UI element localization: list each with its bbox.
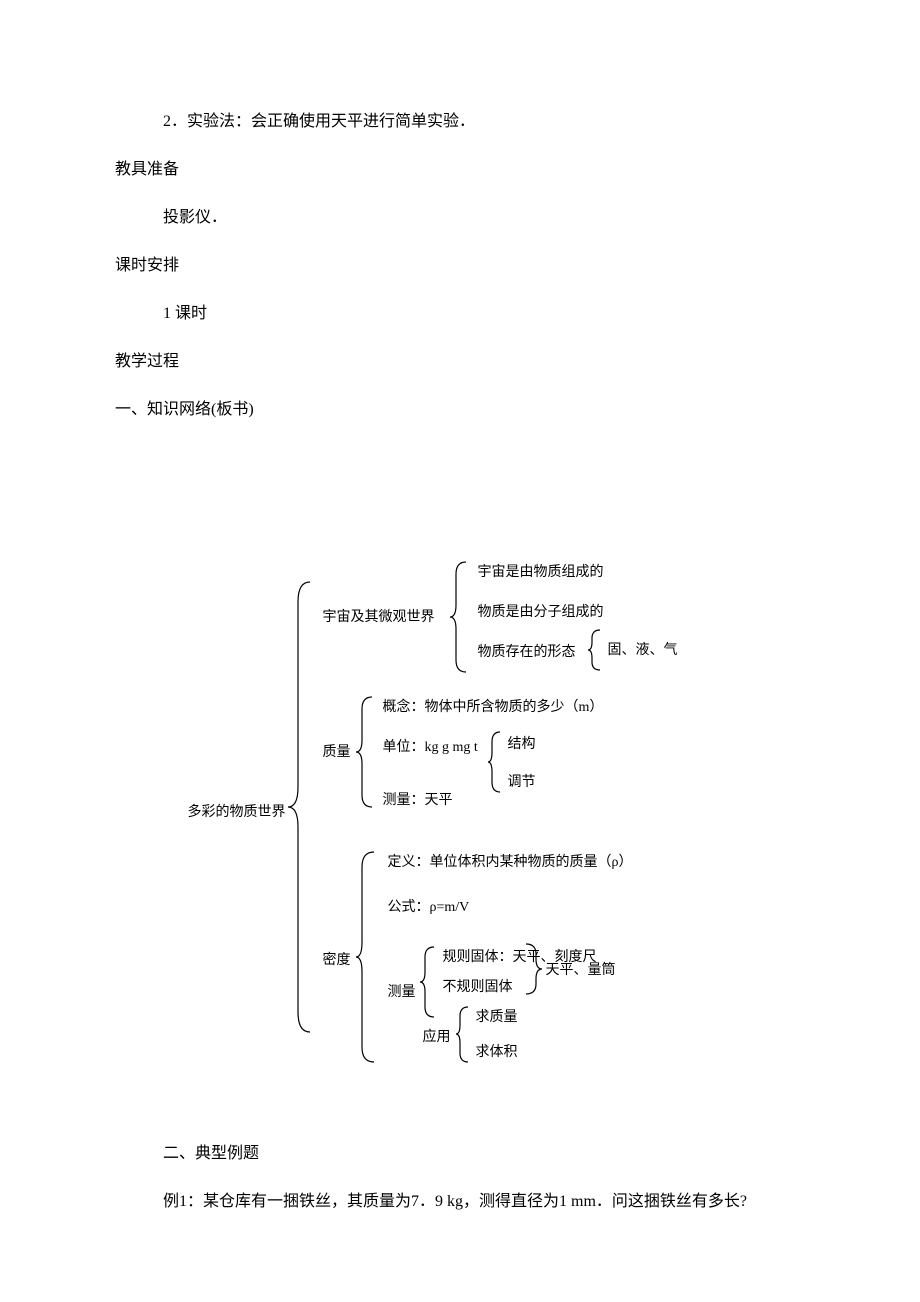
node-cosmos-3b: 物质存在的形态 <box>478 642 576 663</box>
brace-density-measure-right <box>526 944 542 994</box>
page-content: 2．实验法：会正确使用天平进行简单实验． 教具准备 投影仪． 课时安排 1 课时… <box>0 0 920 1298</box>
node-mass-3: 测量：天平 <box>383 790 453 811</box>
heading-schedule: 课时安排 <box>115 254 820 278</box>
node-mass-3b: 调节 <box>508 772 536 793</box>
brace-root <box>288 582 318 1032</box>
brace-density <box>356 852 380 1062</box>
heading-network: 一、知识网络(板书) <box>115 398 820 422</box>
node-density-3: 测量 <box>388 982 416 1003</box>
heading-tools: 教具准备 <box>115 158 820 182</box>
knowledge-tree-diagram: 多彩的物质世界 宇宙及其微观世界 宇宙是由物质组成的 物质是由分子组成的 物质存… <box>188 542 748 1082</box>
brace-cosmos <box>450 562 472 672</box>
line-tools: 投影仪． <box>163 206 820 230</box>
node-cosmos-2: 物质是由分子组成的 <box>478 602 604 623</box>
brace-cosmos-sub <box>588 630 604 670</box>
node-mass-3a: 结构 <box>508 734 536 755</box>
brace-mass-sub <box>488 732 504 792</box>
node-mass-2: 单位：kg g mg t <box>383 737 478 758</box>
heading-examples: 二、典型例题 <box>163 1142 820 1166</box>
node-density-4: 应用 <box>423 1027 451 1048</box>
node-density-4a: 求质量 <box>476 1007 518 1028</box>
heading-process: 教学过程 <box>115 350 820 374</box>
node-root: 多彩的物质世界 <box>188 802 286 823</box>
line-method: 2．实验法：会正确使用天平进行简单实验． <box>163 110 820 134</box>
line-schedule: 1 课时 <box>163 302 820 326</box>
node-cosmos-1: 宇宙是由物质组成的 <box>478 562 604 583</box>
node-density-4b: 求体积 <box>476 1042 518 1063</box>
node-mass-1: 概念：物体中所含物质的多少（m） <box>383 697 604 718</box>
example-1: 例1：某仓库有一捆铁丝，其质量为7．9 kg，测得直径为1 mm．问这捆铁丝有多… <box>163 1190 820 1214</box>
node-density-2: 公式：ρ=m/V <box>388 897 470 918</box>
node-density: 密度 <box>323 950 351 971</box>
node-density-1: 定义：单位体积内某种物质的质量（ρ） <box>388 852 633 873</box>
brace-mass <box>356 697 378 807</box>
node-density-3b: 不规则固体 <box>443 977 513 998</box>
brace-density-apply <box>456 1007 472 1062</box>
node-cosmos: 宇宙及其微观世界 <box>323 607 435 628</box>
node-mass: 质量 <box>323 742 351 763</box>
brace-density-measure <box>420 947 438 1017</box>
node-density-3b-r: 天平、量筒 <box>546 960 616 981</box>
node-cosmos-3a: 固、液、气 <box>608 640 678 661</box>
